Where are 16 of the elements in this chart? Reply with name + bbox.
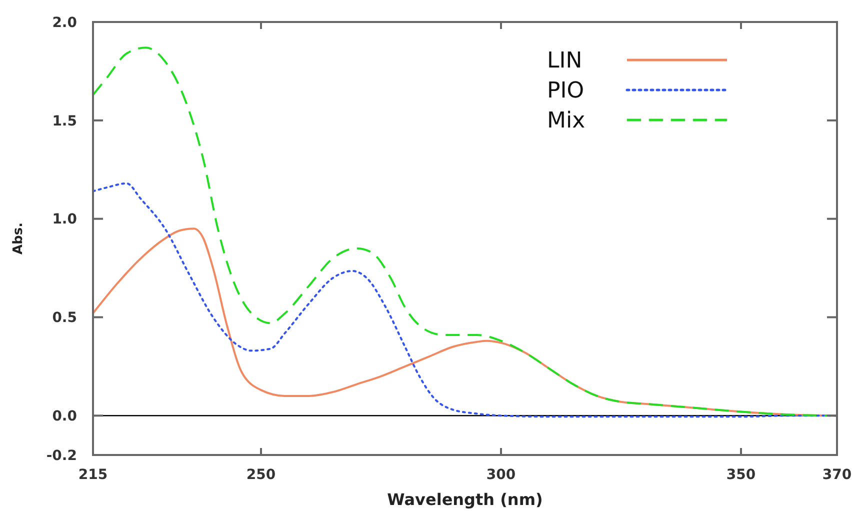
legend-label: Mix: [547, 108, 586, 134]
y-tick-label: 0.5: [52, 310, 77, 326]
y-tick-label: 1.5: [52, 113, 77, 130]
y-tick-label: 0.0: [52, 408, 78, 425]
x-axis-title: Wavelength (nm): [387, 490, 543, 509]
x-tick-label: 215: [78, 467, 108, 483]
legend-label: PIO: [547, 78, 584, 104]
x-tick-label: 250: [246, 467, 276, 483]
x-tick-label: 300: [486, 467, 516, 483]
y-axis-title: Abs.: [11, 222, 26, 255]
y-tick-label: 2.0: [52, 14, 78, 31]
y-tick-label: 1.0: [52, 212, 78, 228]
x-tick-label: 370: [822, 467, 852, 483]
legend-label: LIN: [547, 48, 582, 74]
y-tick-label: -0.2: [46, 448, 77, 464]
x-tick-label: 350: [726, 467, 756, 483]
